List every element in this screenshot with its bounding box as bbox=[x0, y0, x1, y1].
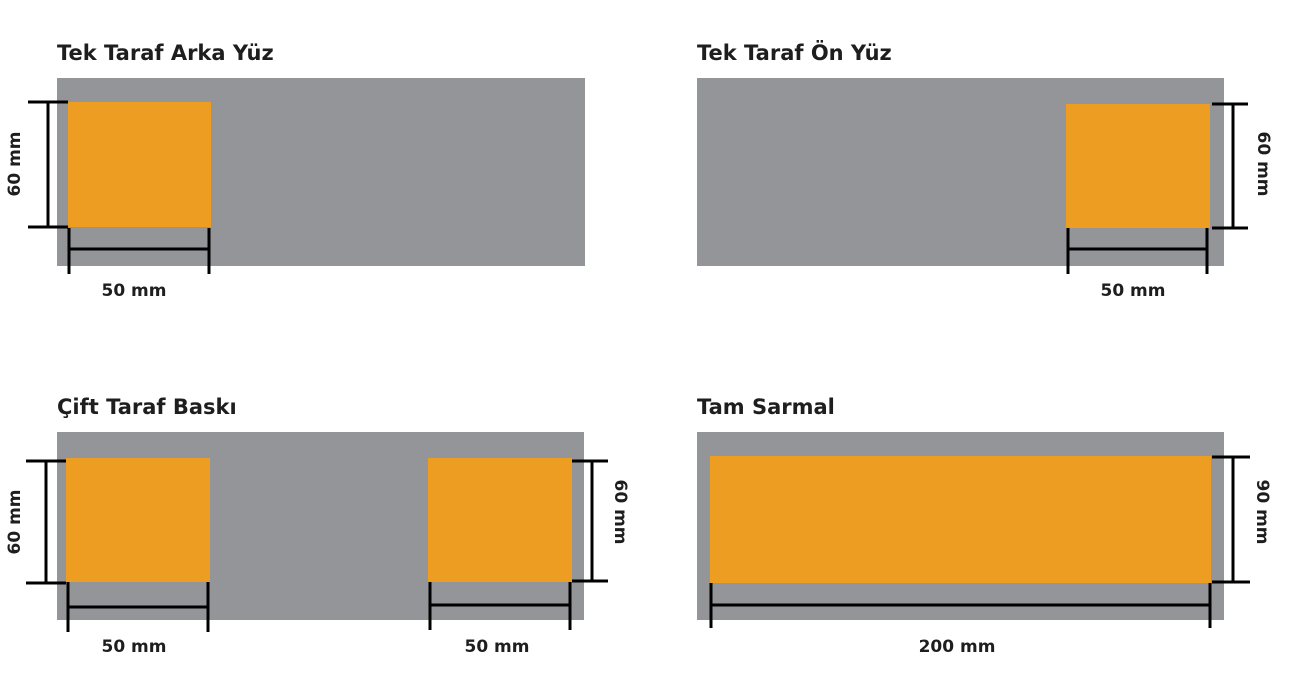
panel-double-sided: Çift Taraf Baskı 50 mm 50 mm 60 mm 60 mm bbox=[5, 395, 630, 657]
width-dimension-line bbox=[66, 582, 210, 632]
width-label: 200 mm bbox=[919, 637, 996, 657]
height-label-2: 60 mm bbox=[610, 479, 630, 544]
panel-title: Tam Sarmal bbox=[697, 395, 835, 419]
print-area-left bbox=[66, 458, 210, 582]
height-dimension-line-2 bbox=[572, 459, 608, 583]
width-label-2: 50 mm bbox=[464, 637, 529, 657]
width-dimension-line bbox=[1066, 228, 1209, 274]
height-dimension-line bbox=[28, 100, 68, 229]
height-label: 60 mm bbox=[1253, 131, 1273, 196]
panel-title: Tek Taraf Ön Yüz bbox=[697, 40, 892, 65]
panel-title: Çift Taraf Baskı bbox=[57, 395, 237, 419]
width-label: 50 mm bbox=[101, 281, 166, 301]
width-label: 50 mm bbox=[1100, 281, 1165, 301]
width-dimension-line bbox=[709, 583, 1212, 628]
panel-full-wrap: Tam Sarmal 200 mm 90 mm bbox=[697, 395, 1272, 657]
height-dimension-line bbox=[26, 459, 66, 585]
panel-single-front: Tek Taraf Ön Yüz 50 mm 60 mm bbox=[697, 40, 1273, 301]
height-label: 60 mm bbox=[5, 489, 25, 554]
width-dimension-line bbox=[67, 228, 211, 274]
height-dimension-line bbox=[1212, 102, 1248, 230]
width-label: 50 mm bbox=[101, 637, 166, 657]
print-area bbox=[68, 102, 211, 227]
print-area bbox=[710, 456, 1211, 583]
print-area bbox=[1066, 104, 1210, 228]
height-label: 90 mm bbox=[1252, 479, 1272, 544]
print-area-right bbox=[428, 458, 572, 582]
panel-single-back: Tek Taraf Arka Yüz 50 mm 60 mm bbox=[5, 41, 585, 301]
panel-title: Tek Taraf Arka Yüz bbox=[57, 41, 274, 65]
width-dimension-line-2 bbox=[428, 582, 572, 630]
height-dimension-line bbox=[1212, 455, 1250, 584]
height-label: 60 mm bbox=[5, 131, 25, 196]
